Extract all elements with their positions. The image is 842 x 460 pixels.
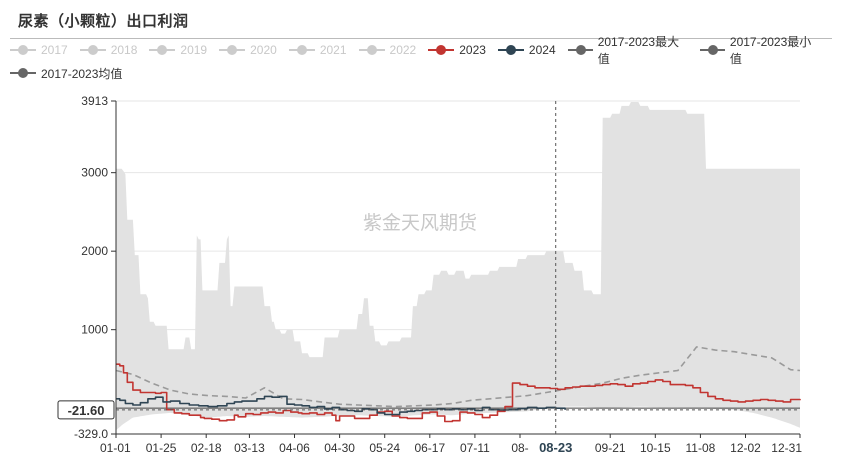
x-tick-label: 01-25 xyxy=(146,441,177,455)
y-tick-label: 1000 xyxy=(81,323,108,337)
x-tick-label: 04-06 xyxy=(279,441,310,455)
x-tick-label: 03-13 xyxy=(234,441,265,455)
legend-label: 2022 xyxy=(389,43,417,57)
x-tick-label: 09-21 xyxy=(595,441,626,455)
y-tick-label: 3913 xyxy=(81,94,108,108)
x-tick-label: 08- xyxy=(511,441,528,455)
legend-marker-icon xyxy=(358,45,385,55)
legend-item-2021[interactable]: 2021 xyxy=(288,43,347,57)
title-divider xyxy=(10,38,832,39)
y-tick-label: -329.0 xyxy=(74,427,108,441)
legend-marker-icon xyxy=(428,45,455,55)
legend: 2017 2018 2019 2020 2021 2022 2023 2024 2017-202… xyxy=(10,35,832,88)
x-tick-label: 06-17 xyxy=(414,441,445,455)
legend-item-2024[interactable]: 2024 xyxy=(497,43,556,57)
series-range-area xyxy=(116,102,800,431)
legend-label: 2017 xyxy=(41,43,68,57)
x-tick-label: 01-01 xyxy=(100,441,131,455)
legend-label: 2017-2023最大值 xyxy=(597,35,680,66)
legend-label: 2024 xyxy=(528,43,556,57)
legend-marker-icon xyxy=(79,45,106,55)
legend-label: 2017-2023均值 xyxy=(41,66,123,81)
legend-marker-icon xyxy=(699,45,725,55)
y-pointer-label: -21.60 xyxy=(68,403,105,418)
y-tick-label: 3000 xyxy=(81,166,108,180)
legend-marker-icon xyxy=(567,45,593,55)
legend-label: 2020 xyxy=(250,43,277,57)
legend-item-2017-2023[interactable]: 2017-2023均值 xyxy=(10,65,122,82)
x-tick-label: 04-30 xyxy=(324,441,355,455)
legend-marker-icon xyxy=(10,45,36,55)
legend-item-2017-2023[interactable]: 2017-2023最小值 xyxy=(699,33,820,67)
x-tick-label: 10-15 xyxy=(640,441,671,455)
series-2024-line xyxy=(116,395,566,416)
legend-row: 2017 2018 2019 2020 2021 2022 2023 2024 2017-202… xyxy=(10,35,832,66)
y-pointer-box xyxy=(57,400,115,420)
x-tick-label: 02-18 xyxy=(191,441,222,455)
legend-item-2022[interactable]: 2022 xyxy=(358,43,417,57)
legend-marker-icon xyxy=(288,45,315,55)
x-tick-label: 11-08 xyxy=(686,441,716,455)
legend-item-2019[interactable]: 2019 xyxy=(149,43,207,57)
legend-label: 2021 xyxy=(319,43,347,57)
legend-label: 2017-2023最小值 xyxy=(729,35,812,66)
legend-item-2023[interactable]: 2023 xyxy=(428,43,486,57)
series-2023-line xyxy=(116,363,801,423)
legend-label: 2019 xyxy=(180,43,208,57)
legend-item-2017[interactable]: 2017 xyxy=(10,43,68,57)
x-tick-label: 07-11 xyxy=(460,441,490,455)
legend-marker-icon xyxy=(219,45,246,55)
y-tick-label: 2000 xyxy=(81,244,108,258)
legend-item-2017-2023[interactable]: 2017-2023最大值 xyxy=(567,33,688,67)
legend-marker-icon xyxy=(149,45,176,55)
watermark: 紫金天风期货 xyxy=(363,212,477,234)
legend-label: 2023 xyxy=(459,43,486,57)
x-pointer-label: 08-23 xyxy=(539,440,572,455)
chart-title: 尿素（小颗粒）出口利润 xyxy=(18,12,189,30)
legend-label: 2018 xyxy=(110,43,138,57)
legend-marker-icon xyxy=(10,68,36,78)
x-tick-label: 05-24 xyxy=(369,441,400,455)
legend-item-2020[interactable]: 2020 xyxy=(219,43,277,57)
x-tick-label: 12-02 xyxy=(730,441,761,455)
legend-item-2018[interactable]: 2018 xyxy=(79,43,138,57)
x-tick-label: 12-31 xyxy=(771,441,802,455)
legend-marker-icon xyxy=(497,45,524,55)
legend-row: 2017-2023均值 xyxy=(10,65,832,81)
